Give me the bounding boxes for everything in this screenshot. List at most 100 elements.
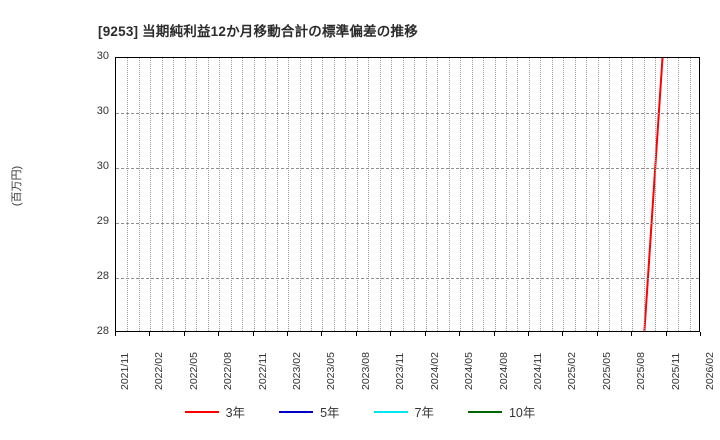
y-axis-tick-label: 30: [96, 160, 109, 172]
horizontal-gridline: [116, 223, 699, 224]
vertical-gridline: [322, 58, 324, 331]
legend-line-swatch: [184, 410, 219, 413]
vertical-gridline: [425, 58, 427, 331]
x-axis-tick-label: 2023/05: [325, 352, 338, 390]
vertical-gridline: [311, 58, 312, 331]
vertical-gridline: [356, 58, 358, 331]
x-axis-tick-mark: [115, 332, 116, 336]
vertical-gridline: [288, 58, 290, 331]
vertical-gridline: [494, 58, 496, 331]
x-axis-tick-mark: [665, 332, 667, 336]
x-axis-tick-label: 2021/11: [119, 352, 131, 390]
x-axis-tick-mark: [562, 332, 564, 336]
horizontal-gridline: [116, 168, 699, 169]
legend-label: 10年: [508, 406, 536, 420]
vertical-gridline: [643, 58, 645, 331]
vertical-gridline: [150, 58, 152, 331]
vertical-gridline: [483, 58, 485, 331]
x-axis-tick-label: 2024/11: [531, 352, 544, 390]
x-axis-tick-label: 2022/05: [187, 352, 200, 390]
x-axis-tick-label: 2025/08: [635, 352, 648, 390]
vertical-gridline: [345, 58, 347, 331]
vertical-gridline: [609, 58, 611, 331]
vertical-gridline: [173, 58, 175, 331]
x-axis-tick-mark: [218, 332, 220, 336]
vertical-gridline: [391, 58, 393, 331]
vertical-gridline: [253, 58, 255, 331]
vertical-gridline: [276, 58, 278, 331]
x-axis-tick-label: 2024/02: [428, 352, 441, 390]
x-axis-tick-label: 2023/11: [394, 352, 407, 390]
legend-label: 3年: [225, 406, 246, 420]
legend-line-swatch: [467, 410, 502, 413]
x-axis-tick-label: 2022/02: [153, 352, 166, 390]
legend-line-swatch: [373, 410, 408, 413]
plot-area: [115, 57, 700, 332]
vertical-gridline: [265, 58, 267, 331]
vertical-gridline: [161, 58, 163, 331]
x-axis-tick-mark: [390, 332, 392, 336]
vertical-gridline: [127, 58, 129, 331]
vertical-gridline: [563, 58, 565, 331]
x-axis-tick-label: 2025/05: [600, 352, 613, 390]
x-axis-tick-label: 2024/05: [463, 352, 476, 390]
x-axis-tick-mark: [493, 332, 495, 336]
chart-title: [9253] 当期純利益12か月移動合計の標準偏差の推移: [98, 24, 418, 39]
vertical-gridline: [506, 58, 507, 331]
legend-item-5年[interactable]: 5年: [279, 402, 340, 421]
x-axis-tick-mark: [321, 332, 323, 336]
x-axis-tick-mark: [424, 332, 426, 336]
vertical-gridline: [379, 58, 381, 331]
vertical-gridline: [471, 58, 473, 331]
vertical-gridline: [540, 58, 542, 331]
y-axis-unit-label: (百万円): [11, 165, 23, 207]
vertical-gridline: [207, 58, 209, 331]
x-axis-tick-mark: [183, 332, 185, 336]
vertical-gridline: [597, 58, 599, 331]
x-axis-tick-mark: [355, 332, 357, 336]
x-axis-tick-mark: [700, 332, 701, 336]
x-axis-tick-label: 2022/11: [256, 352, 269, 390]
vertical-gridline: [689, 58, 691, 331]
vertical-gridline: [655, 58, 657, 331]
x-axis-tick-mark: [459, 332, 461, 336]
x-axis-tick-label: 2023/08: [359, 352, 372, 390]
x-axis-tick-mark: [252, 332, 254, 336]
y-axis-tick-label: 30: [96, 105, 109, 117]
vertical-gridline: [448, 58, 450, 331]
legend-label: 5年: [320, 406, 340, 420]
vertical-gridline: [333, 58, 335, 331]
horizontal-gridline: [116, 278, 699, 279]
vertical-gridline: [517, 58, 519, 331]
legend-item-10年[interactable]: 10年: [467, 402, 536, 421]
vertical-gridline: [586, 58, 588, 331]
vertical-gridline: [196, 58, 198, 331]
vertical-gridline: [666, 58, 668, 331]
legend-line-swatch: [279, 410, 314, 413]
x-axis-tick-label: 2023/02: [291, 352, 304, 390]
vertical-gridline: [414, 58, 416, 331]
y-axis-tick-label: 28: [96, 270, 109, 282]
x-axis-tick-mark: [287, 332, 289, 336]
vertical-gridline: [678, 58, 680, 331]
vertical-gridline: [460, 58, 462, 331]
vertical-gridline: [368, 58, 370, 331]
vertical-gridline: [528, 58, 530, 331]
x-axis-tick-label: 2025/11: [669, 352, 682, 390]
x-axis-tick-mark: [596, 332, 598, 336]
legend-item-7年[interactable]: 7年: [373, 402, 434, 421]
x-axis-tick-mark: [149, 332, 151, 336]
legend-item-3年[interactable]: 3年: [184, 402, 246, 421]
y-axis-tick-labels: 30 30 30 29 28 28: [63, 50, 109, 337]
data-series-layer: [643, 58, 664, 331]
vertical-gridline: [574, 58, 576, 331]
y-axis-tick-label: 29: [96, 215, 109, 227]
y-axis-tick-label: 28: [96, 325, 109, 337]
vertical-gridline: [184, 58, 186, 331]
x-axis-tick-label: 2025/02: [566, 352, 579, 390]
chart-legend: 3年 5年 7年 10年: [0, 402, 720, 421]
x-axis-tick-mark: [527, 332, 529, 336]
x-axis-tick-label: 2026/02: [704, 352, 716, 390]
vertical-gridline: [219, 58, 221, 331]
